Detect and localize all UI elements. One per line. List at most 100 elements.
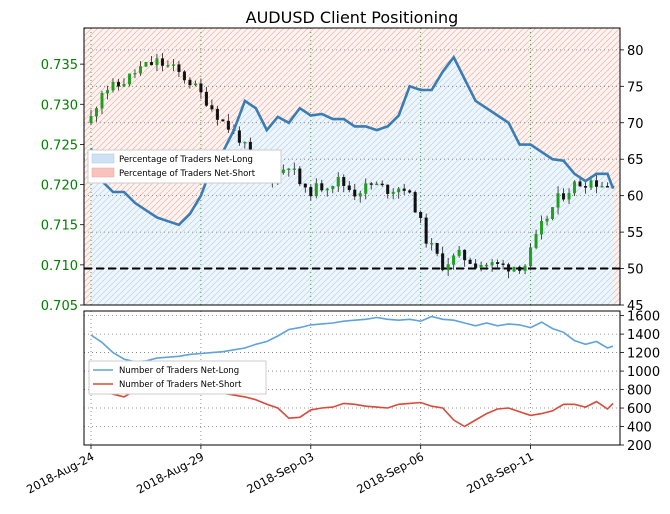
candle-body [89,116,93,123]
percent-tick-label: 55 [627,226,644,241]
candle-body [358,193,362,197]
count-short-legend-label: Number of Traders Net-Short [119,380,242,390]
candle-body [430,242,434,245]
percent-tick-label: 45 [627,299,644,314]
candle-body [496,262,500,264]
bottom-panel: 200 400 600 800 1000 1200 1400 1600 Number of T… [83,310,660,454]
count-tick-label: 1600 [627,310,660,325]
candle-body [204,91,208,106]
net-long-percentage-line [89,54,615,227]
candle-body [303,183,307,188]
count-tick-label: 1200 [627,347,660,362]
candle-body [578,181,582,187]
candle-body [391,191,395,194]
candle-body [479,265,483,268]
candle-body [600,186,604,188]
candle-body [534,234,538,248]
candle-body [380,183,384,186]
candle-body [331,185,335,190]
price-tick-label: 0.735 [41,58,78,73]
candle-body [435,242,439,254]
candle-body [320,183,324,191]
candle-body [221,119,225,122]
candle-body [606,186,610,188]
candle-body [408,190,412,193]
count-tick-label: 800 [627,384,652,399]
candle-body [111,81,115,91]
net-long-count-line [90,315,614,363]
date-tick-label: 2018-Aug-29 [134,449,206,496]
count-axis: 200 400 600 800 1000 1200 1400 1600 [620,310,660,454]
price-tick-label: 0.720 [41,179,78,194]
top-panel-frame [83,27,621,306]
count-tick-label: 400 [627,421,652,436]
candle-body [540,221,544,235]
candle-body [237,130,241,143]
candle-body [193,83,197,86]
candle-body [463,249,467,261]
candle-body [210,105,214,110]
count-tick-label: 1400 [627,328,660,343]
net-long-legend-label: Percentage of Traders Net-Long [119,155,253,165]
candle-body [127,73,131,85]
percent-tick-label: 75 [627,80,644,95]
candle-body [397,188,401,193]
candle-body [512,266,516,272]
percent-axis: 45 50 55 60 65 70 75 80 [620,44,644,314]
candle-body [468,259,472,264]
candle-body [325,188,329,191]
candle-body [529,247,533,267]
date-tick-label: 2018-Sep-06 [354,449,426,496]
price-candlesticks [89,53,615,279]
candle-body [155,58,159,66]
candle-body [551,207,555,220]
percent-tick-label: 80 [627,44,644,59]
candle-body [182,71,186,81]
candle-body [292,168,296,170]
candle-body [584,186,588,188]
candle-body [446,264,450,271]
candle-body [556,193,560,208]
candle-body [419,212,423,219]
candle-body [215,108,219,120]
candle-body [336,177,340,187]
candle-body [100,93,104,109]
price-axis: 0.705 0.710 0.715 0.720 0.725 0.730 0.735 [41,58,84,314]
candle-body [589,180,593,188]
percent-tick-label: 65 [627,153,644,168]
candle-body [166,65,170,67]
date-tick-label: 2018-Sep-03 [244,449,316,496]
price-tick-label: 0.705 [41,299,78,314]
count-tick-label: 1000 [627,365,660,380]
candle-body [364,183,368,194]
candle-body [507,264,511,272]
candle-body [441,253,445,271]
candle-body [122,83,126,87]
candle-body [545,218,549,222]
percent-tick-label: 50 [627,263,644,278]
candle-body [298,168,302,185]
candle-body [116,81,120,87]
percent-tick-label: 60 [627,190,644,205]
candle-body [490,262,494,266]
candle-body [523,265,527,271]
candle-body [413,192,417,213]
candle-body [281,169,285,174]
candle-body [375,183,379,186]
candle-body [149,62,153,66]
count-tick-label: 200 [627,439,652,454]
price-tick-label: 0.710 [41,259,78,274]
date-tick-label: 2018-Sep-11 [464,449,536,496]
candle-body [188,79,192,86]
bottom-grid [84,311,620,445]
top-legend: Percentage of Traders Net-Long Percentag… [87,149,282,184]
percent-tick-label: 70 [627,117,644,132]
candle-body [369,183,373,185]
date-axis: 2018-Aug-24 2018-Aug-29 2018-Sep-03 2018-Se… [24,445,536,497]
date-tick-label: 2018-Aug-24 [24,449,96,496]
candle-body [133,73,137,75]
candle-body [501,263,505,265]
candle-body [347,185,351,191]
candle-body [595,180,599,187]
